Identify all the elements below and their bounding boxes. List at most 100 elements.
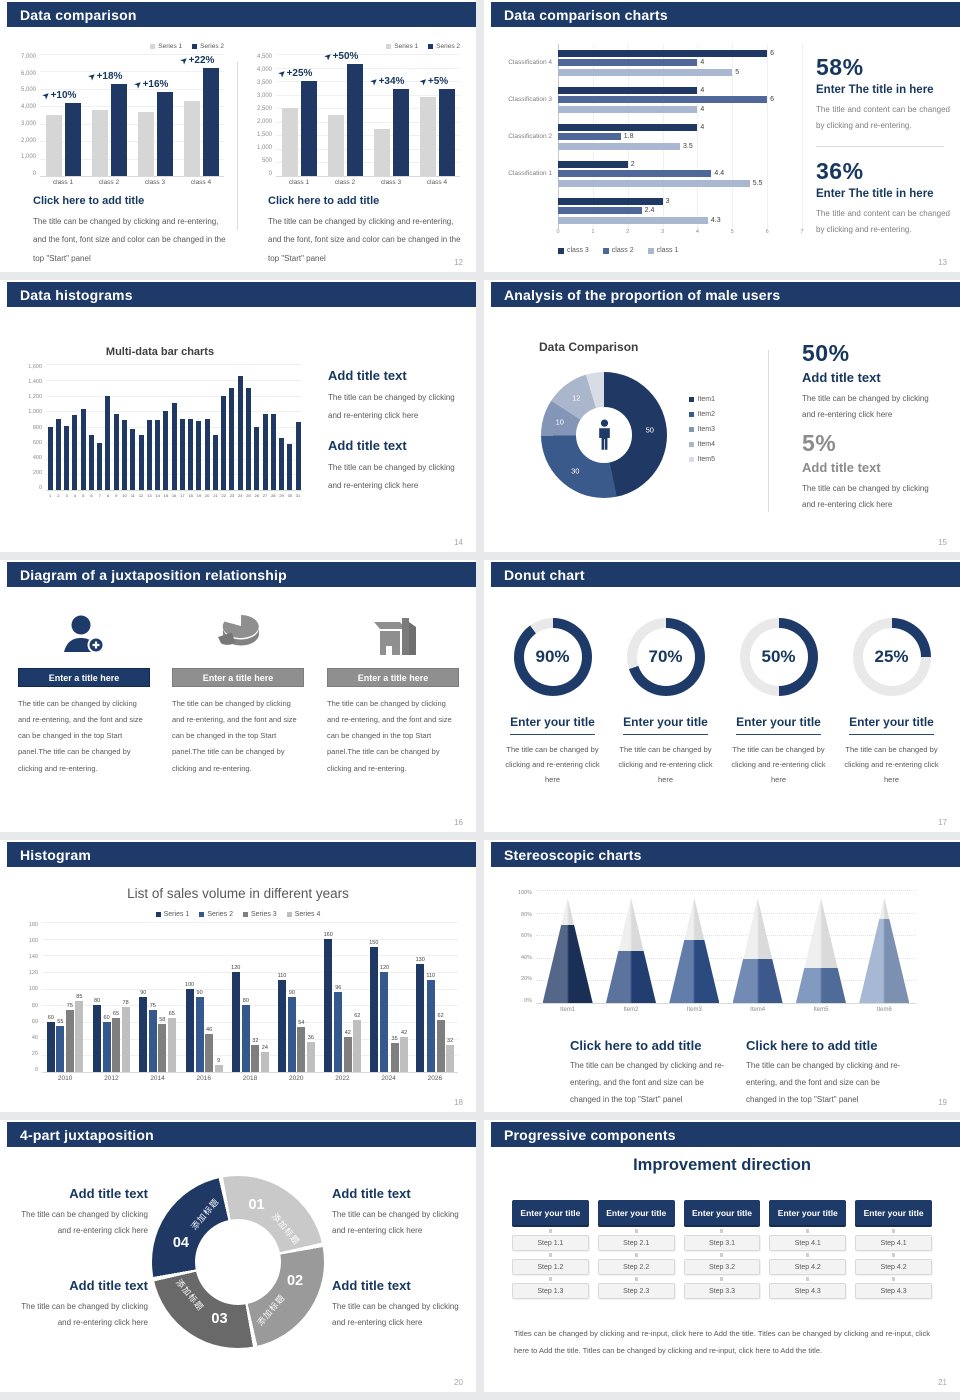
step-column: Enter your title Step 1.1 Step 1.2 Step 1.3 [512,1200,589,1299]
gauge-column: 25% Enter your title The title can be chan… [835,618,948,787]
x-tick: 2 [626,229,630,235]
page-number: 21 [938,1378,947,1387]
text-block: Add title text The title can be changed … [10,1278,148,1331]
bar-group [162,364,170,490]
slide-progressive-components[interactable]: Progressive components Improvement direc… [484,1120,960,1392]
slide-data-histograms[interactable]: Data histograms Multi-data bar charts 1,… [0,280,476,552]
divider [768,350,769,512]
gridline [42,922,458,923]
data-label: 80 [94,998,101,1005]
legend-swatch [155,911,161,917]
slide-title: Data histograms [20,286,133,303]
bar [558,142,680,150]
gridline [276,67,460,69]
gauge-title: Enter your title [722,713,835,735]
data-label: 6 [770,96,775,103]
bar-group [187,364,195,490]
gauge-column: 90% Enter your title The title can be chan… [496,618,609,787]
bar [558,133,621,140]
slide-histogram[interactable]: Histogram List of sales volume in differ… [0,840,476,1112]
bar [426,980,435,1072]
step-box: Step 2.2 [597,1259,675,1275]
slide-donut-chart[interactable]: Donut chart 90% Enter your title The title… [484,560,960,832]
cone [542,898,593,1003]
slide-title-bar: Diagram of a juxtaposition relationship [7,562,476,587]
bar [45,115,62,176]
gauge-body: The title can be changed by clicking and… [505,745,600,784]
slide-juxtaposition-relationship[interactable]: Diagram of a juxtaposition relationship … [0,560,476,832]
block-heading: Add title text [332,1186,411,1201]
data-label: 42 [344,1030,351,1036]
gauge-value: 70% [636,628,695,686]
x-tick: 6 [765,229,769,235]
bar [558,207,642,214]
slide-male-users-proportion[interactable]: Analysis of the proportion of male users… [484,280,960,552]
stat-body: The title and content can be changed by … [816,105,950,130]
divider [237,62,238,230]
slide-title-bar: 4-part juxtaposition [7,1122,476,1147]
slide-title: Analysis of the proportion of male users [504,286,781,303]
x-tick: class 3 [144,179,166,186]
bar [419,97,436,176]
slide-data-comparison[interactable]: Data comparison Series 1 Series 2 7,000 6,0… [0,0,476,272]
bar [229,387,235,490]
x-tick: 13 [147,493,152,498]
bar [188,419,194,490]
gauge-body: The title can be changed by clicking and… [618,745,713,784]
x-tick: 2012 [104,1075,119,1082]
legend-swatch [602,247,609,254]
slide-stereoscopic-charts[interactable]: Stereoscopic charts 100% 80% 60% 40% 20% 0% It… [484,840,960,1112]
bar-group: 3 2.4 4.3 [500,192,802,229]
block-heading: Click here to add title [33,195,145,207]
bar-group [129,364,137,490]
bar [558,96,768,103]
gauge-value: 50% [749,628,808,686]
icon-box [172,606,304,668]
bar-group: 80 60 65 78 [88,922,134,1072]
bar-group [277,364,285,490]
slide-title: 4-part juxtaposition [20,1126,154,1143]
connector-dot [634,1253,638,1257]
slide-title: Donut chart [504,566,585,583]
connector-dot [720,1253,724,1257]
data-label: 120 [231,965,241,971]
gridline [276,81,460,83]
gridline [276,54,460,55]
bar [55,419,61,490]
block-body: The title can be changed by clicking and… [570,1061,725,1104]
bar [88,434,94,490]
cone-fill [605,950,656,1003]
x-tick: 11 [130,493,135,498]
gridline [40,158,224,160]
connector-dot [720,1277,724,1281]
legend-swatch [286,911,292,917]
data-label: 36 [307,1035,314,1041]
bar [558,197,663,205]
block-heading: Add title text [802,370,881,385]
slide-4-part-juxtaposition[interactable]: 4-part juxtaposition 01 02 03 04 添加标题 添加标题 添加标… [0,1120,476,1392]
x-tick: 0 [556,229,560,235]
x-tick: 28 [271,493,276,498]
x-tick: 1 [49,493,52,498]
step-box: Step 3.1 [683,1235,761,1251]
slide-title: Histogram [20,846,92,863]
slide-title: Progressive components [504,1126,676,1143]
column-header: Enter your title [769,1200,847,1227]
data-label: 9 [217,1057,221,1064]
bar-group [253,364,261,490]
bar-group: ➤+18% [86,54,132,176]
card-body: The title can be changed by clicking and… [172,699,297,773]
bar [121,1007,130,1072]
gridline [40,141,224,143]
data-label: 130 [415,956,425,963]
x-tick: 25 [246,493,251,498]
bar-group [244,364,252,490]
legend-item: Item2 [689,411,715,418]
step-box: Step 4.3 [855,1283,932,1299]
data-label: 35 [391,1035,398,1042]
bar [138,434,144,490]
percent-label: ➤+10% [40,89,77,101]
slide-title-bar: Donut chart [491,562,960,587]
slide-data-comparison-charts[interactable]: Data comparison charts Classification 4 6… [484,0,960,272]
x-tick: 30 [287,493,293,498]
